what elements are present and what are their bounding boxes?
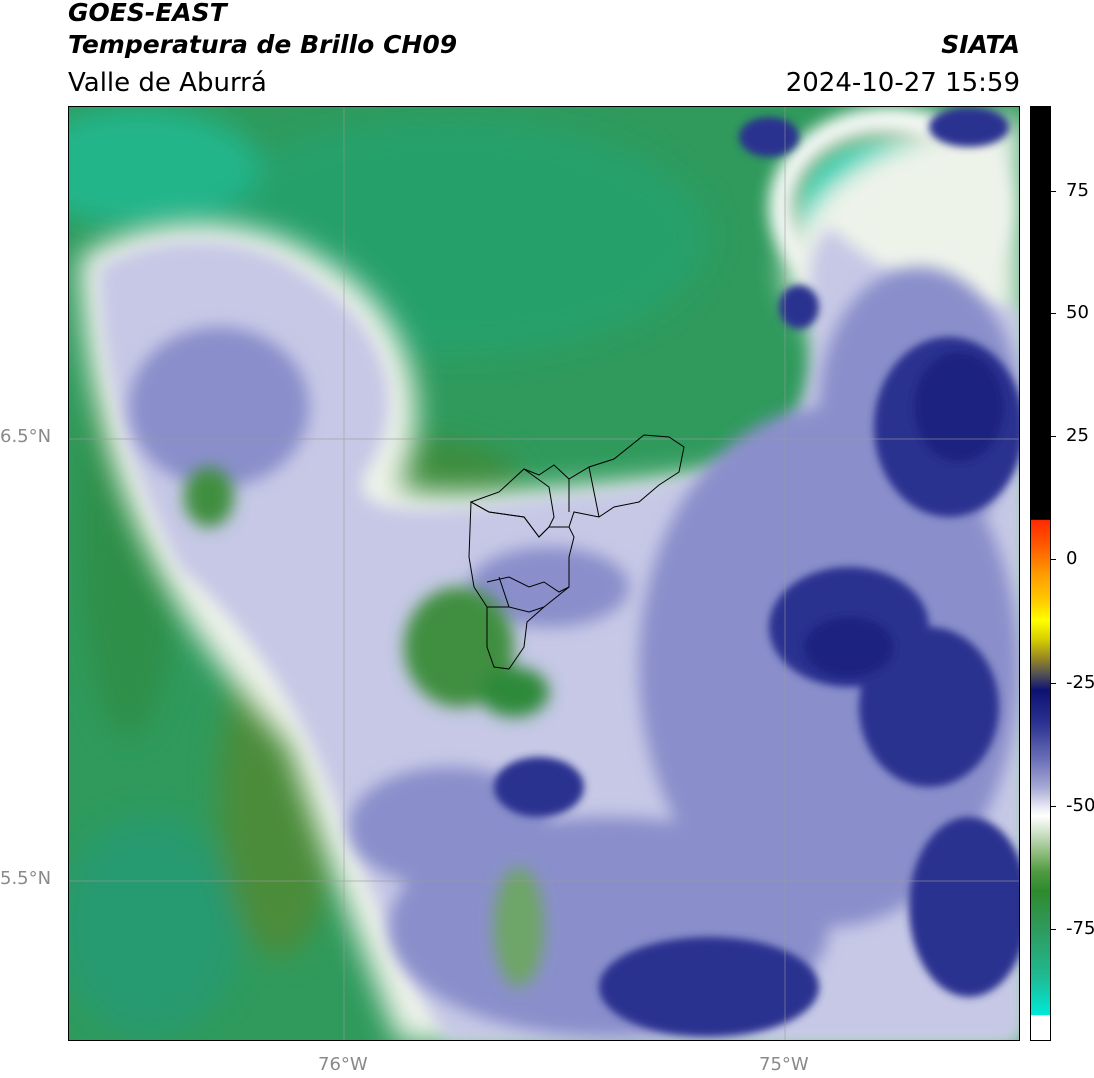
satellite-title: GOES-EAST xyxy=(68,0,227,27)
colorbar-tick-25 xyxy=(1050,436,1056,437)
boundary-south xyxy=(486,576,570,613)
region-subtitle: Valle de Aburrá xyxy=(68,68,267,98)
green-pockets xyxy=(184,467,549,987)
colorbar-label-50: 50 xyxy=(1066,302,1089,323)
datetime-label: 2024-10-27 15:59 xyxy=(785,68,1020,98)
colorbar-label-minus-25: -25 xyxy=(1066,672,1094,693)
latitude-label-6-5N: 6.5°N xyxy=(0,426,52,447)
colorbar-label-75: 75 xyxy=(1066,180,1089,201)
product-title: Temperatura de Brillo CH09 xyxy=(68,30,458,59)
municipality-boundaries xyxy=(468,434,685,670)
brightness-temperature-map[interactable] xyxy=(68,106,1020,1041)
temperature-colorbar xyxy=(1030,106,1051,1041)
colorbar-label-25: 25 xyxy=(1066,425,1089,446)
map-canvas xyxy=(69,107,1019,1040)
boundary-divisions xyxy=(523,466,600,528)
colorbar-label-0: 0 xyxy=(1066,548,1078,569)
longitude-label-76W: 76°W xyxy=(318,1054,368,1075)
colorbar-tick-minus-75 xyxy=(1050,929,1056,930)
latitude-label-5-5N: 5.5°N xyxy=(0,868,52,889)
colorbar-tick-75 xyxy=(1050,191,1056,192)
colorbar-tick-0 xyxy=(1050,559,1056,560)
agency-label: SIATA xyxy=(941,30,1020,59)
colorbar-tick-minus-50 xyxy=(1050,806,1056,807)
longitude-label-75W: 75°W xyxy=(759,1054,809,1075)
colorbar-tick-50 xyxy=(1050,313,1056,314)
colorbar-label-minus-75: -75 xyxy=(1066,918,1094,939)
colorbar-tick-minus-25 xyxy=(1050,683,1056,684)
graticule xyxy=(69,107,1019,1040)
cloud-darkest xyxy=(804,352,1004,677)
colorbar-label-minus-50: -50 xyxy=(1066,795,1094,816)
